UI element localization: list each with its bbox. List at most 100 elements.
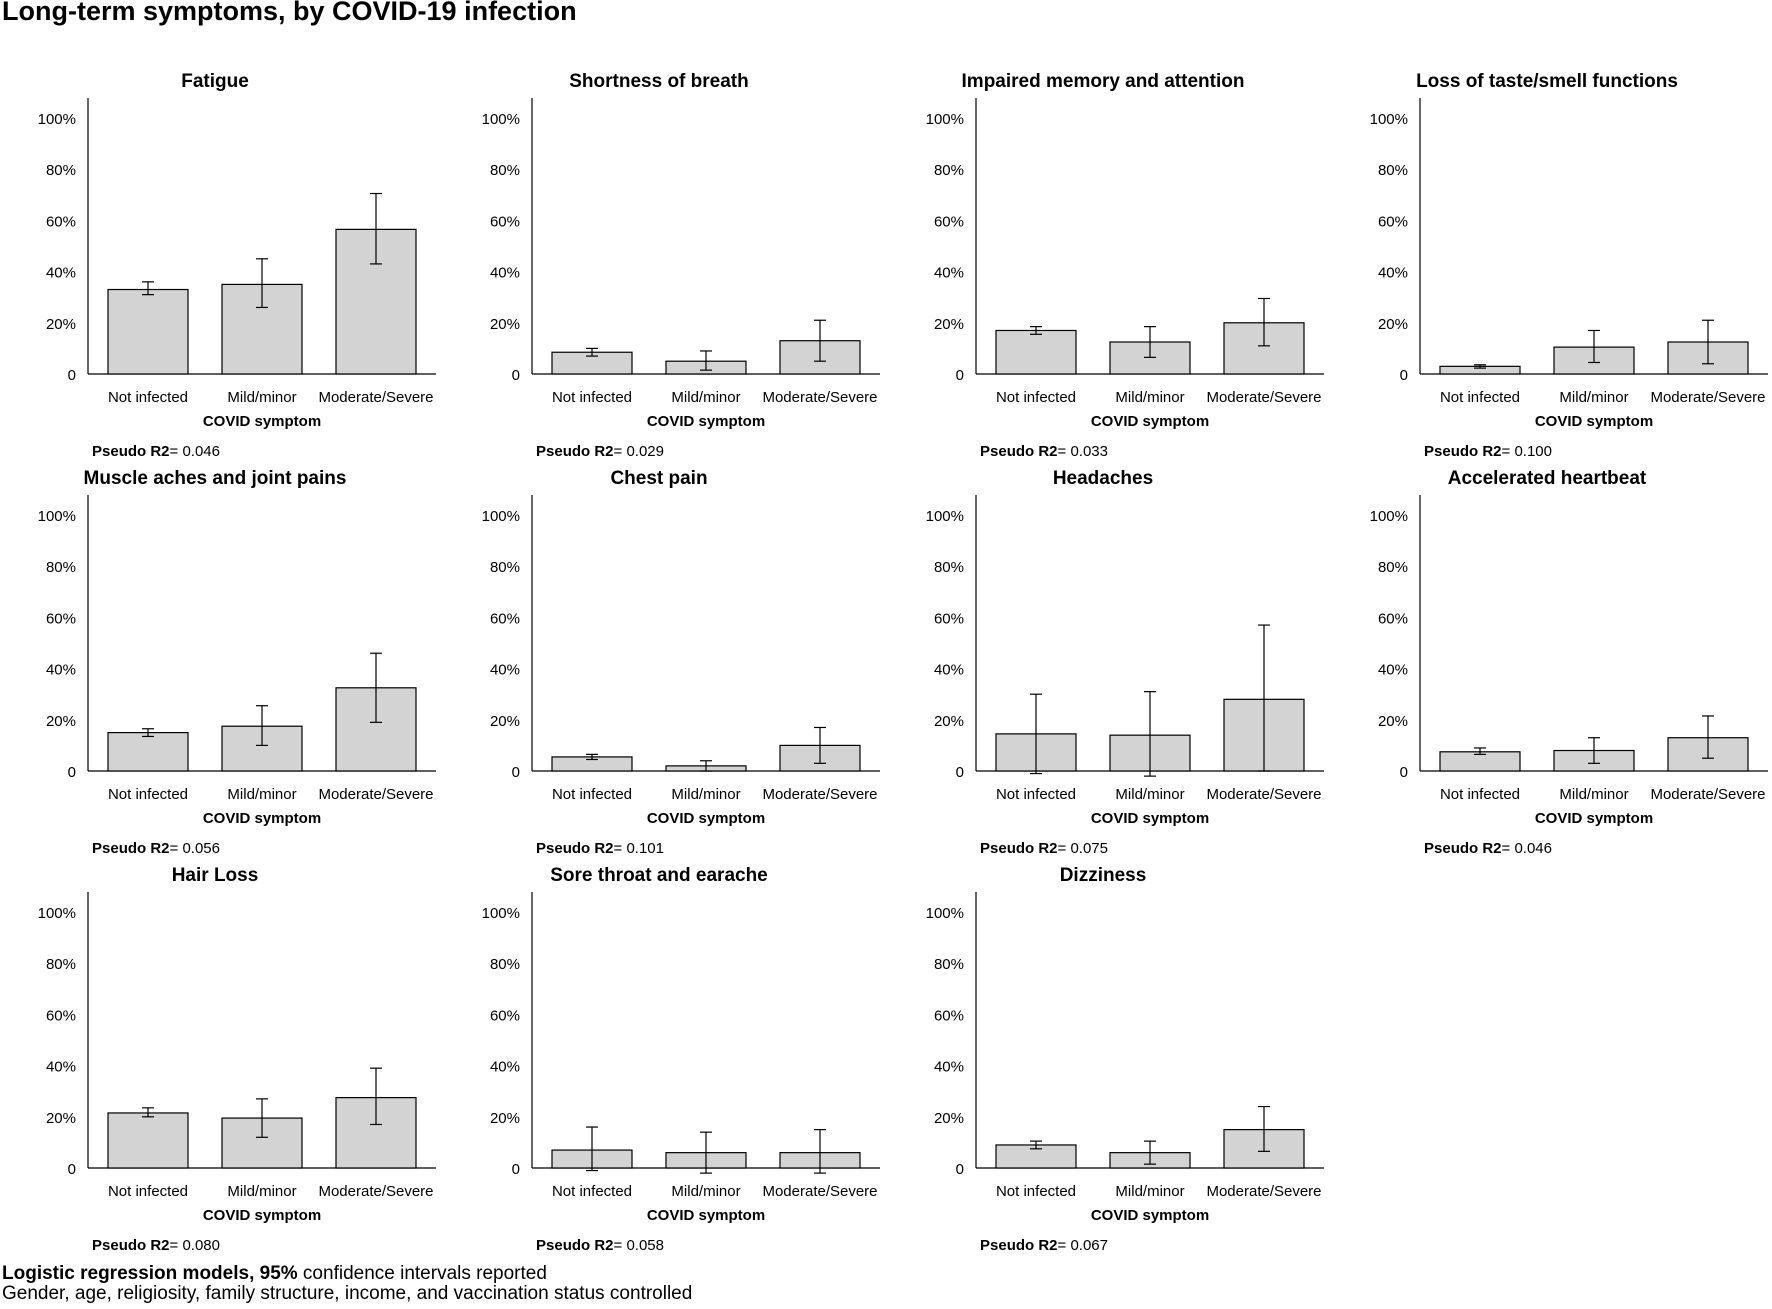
y-tick-label: 40% xyxy=(490,662,520,679)
pseudo-r2: Pseudo R2= 0.046 xyxy=(92,443,220,460)
x-tick-label: Moderate/Severe xyxy=(762,1183,877,1200)
pseudo-r2-value: = 0.056 xyxy=(170,840,220,857)
y-tick-label: 60% xyxy=(46,610,76,627)
y-tick-label: 100% xyxy=(482,905,520,922)
pseudo-r2-value: = 0.075 xyxy=(1058,840,1108,857)
chart-title: Impaired memory and attention xyxy=(962,71,1245,92)
pseudo-r2: Pseudo R2= 0.046 xyxy=(1424,840,1552,857)
x-tick-label: Mild/minor xyxy=(1115,786,1184,803)
pseudo-r2: Pseudo R2= 0.029 xyxy=(536,443,664,460)
x-tick-label: Not infected xyxy=(996,786,1076,803)
x-tick-label: Moderate/Severe xyxy=(1206,1183,1321,1200)
x-axis-label: COVID symptom xyxy=(647,810,765,827)
pseudo-r2-value: = 0.029 xyxy=(614,443,664,460)
y-tick-label: 60% xyxy=(46,1007,76,1024)
chart-title: Chest pain xyxy=(610,468,707,489)
footnote-line-1: Logistic regression models, 95% confiden… xyxy=(2,1264,692,1284)
y-tick-label: 60% xyxy=(490,610,520,627)
y-tick-label: 100% xyxy=(926,508,964,525)
y-tick-label: 0 xyxy=(956,1161,964,1178)
x-axis-label: COVID symptom xyxy=(647,1207,765,1224)
chart-panel: Chest pain 0 20% 40% 60% 80% 100% Not infected M… xyxy=(482,468,880,857)
chart-title: Accelerated heartbeat xyxy=(1448,468,1647,489)
pseudo-r2-label: Pseudo R2 xyxy=(536,1237,614,1254)
x-tick-label: Not infected xyxy=(996,1183,1076,1200)
chart-title: Fatigue xyxy=(181,71,249,92)
y-tick-label: 0 xyxy=(512,367,520,384)
y-tick-label: 60% xyxy=(490,1007,520,1024)
bar xyxy=(107,731,189,772)
pseudo-r2-label: Pseudo R2 xyxy=(1424,443,1502,460)
y-tick-label: 0 xyxy=(1400,764,1408,781)
pseudo-r2-label: Pseudo R2 xyxy=(92,1237,170,1254)
y-tick-label: 40% xyxy=(934,265,964,282)
y-tick-label: 60% xyxy=(1378,213,1408,230)
y-tick-label: 20% xyxy=(46,713,76,730)
y-tick-label: 80% xyxy=(490,162,520,179)
chart-panel: Sore throat and earache 0 20% 40% 60% 80% 100%… xyxy=(482,865,880,1254)
page-title: Long-term symptoms, by COVID-19 infectio… xyxy=(2,0,577,26)
chart-panel: Muscle aches and joint pains 0 20% 40% 60% 80… xyxy=(38,468,436,857)
y-tick-label: 80% xyxy=(46,559,76,576)
y-tick-label: 0 xyxy=(512,764,520,781)
x-axis-label: COVID symptom xyxy=(203,413,321,430)
pseudo-r2: Pseudo R2= 0.101 xyxy=(536,840,664,857)
y-tick-label: 100% xyxy=(1370,508,1408,525)
x-tick-label: Moderate/Severe xyxy=(318,1183,433,1200)
y-tick-label: 20% xyxy=(934,316,964,333)
y-tick-label: 80% xyxy=(1378,162,1408,179)
x-tick-label: Mild/minor xyxy=(1559,389,1628,406)
y-tick-label: 60% xyxy=(934,610,964,627)
x-tick-label: Not infected xyxy=(108,389,188,406)
footnote-bold: Logistic regression models, 95% xyxy=(2,1263,298,1284)
chart-title: Hair Loss xyxy=(172,865,259,886)
y-tick-label: 40% xyxy=(46,265,76,282)
y-tick-label: 20% xyxy=(1378,713,1408,730)
chart-panel: Accelerated heartbeat 0 20% 40% 60% 80% 100% No… xyxy=(1370,468,1768,857)
x-tick-label: Not infected xyxy=(1440,389,1520,406)
x-axis-label: COVID symptom xyxy=(1091,810,1209,827)
x-tick-label: Not infected xyxy=(996,389,1076,406)
x-tick-label: Mild/minor xyxy=(227,389,296,406)
bar xyxy=(107,288,189,375)
y-tick-label: 60% xyxy=(934,1007,964,1024)
chart-panel: Impaired memory and attention 0 20% 40% 60% 8… xyxy=(926,71,1324,460)
pseudo-r2-value: = 0.058 xyxy=(614,1237,664,1254)
pseudo-r2-label: Pseudo R2 xyxy=(536,840,614,857)
chart-title: Headaches xyxy=(1053,468,1153,489)
y-tick-label: 0 xyxy=(68,367,76,384)
pseudo-r2-label: Pseudo R2 xyxy=(92,443,170,460)
x-axis-label: COVID symptom xyxy=(1091,1207,1209,1224)
x-tick-label: Moderate/Severe xyxy=(762,389,877,406)
y-tick-label: 20% xyxy=(46,316,76,333)
pseudo-r2: Pseudo R2= 0.056 xyxy=(92,840,220,857)
pseudo-r2: Pseudo R2= 0.067 xyxy=(980,1237,1108,1254)
y-tick-label: 60% xyxy=(934,213,964,230)
x-tick-label: Mild/minor xyxy=(227,786,296,803)
pseudo-r2-value: = 0.100 xyxy=(1502,443,1552,460)
chart-panel: Headaches 0 20% 40% 60% 80% 100% Not infected Mi… xyxy=(926,468,1324,857)
pseudo-r2-value: = 0.033 xyxy=(1058,443,1108,460)
bar xyxy=(107,1112,189,1169)
x-axis-label: COVID symptom xyxy=(1535,810,1653,827)
x-tick-label: Mild/minor xyxy=(1559,786,1628,803)
y-tick-label: 0 xyxy=(512,1161,520,1178)
x-tick-label: Moderate/Severe xyxy=(318,786,433,803)
y-tick-label: 100% xyxy=(482,508,520,525)
y-tick-label: 0 xyxy=(68,764,76,781)
pseudo-r2-value: = 0.046 xyxy=(170,443,220,460)
y-tick-label: 40% xyxy=(46,1059,76,1076)
y-tick-label: 20% xyxy=(490,316,520,333)
chart-panel: Hair Loss 0 20% 40% 60% 80% 100% Not infected Mi… xyxy=(38,865,436,1254)
y-tick-label: 40% xyxy=(490,265,520,282)
pseudo-r2-label: Pseudo R2 xyxy=(536,443,614,460)
y-tick-label: 20% xyxy=(490,713,520,730)
bar xyxy=(1109,341,1191,375)
y-tick-label: 80% xyxy=(1378,559,1408,576)
y-tick-label: 80% xyxy=(934,162,964,179)
y-tick-label: 40% xyxy=(490,1059,520,1076)
x-tick-label: Mild/minor xyxy=(671,786,740,803)
y-tick-label: 100% xyxy=(38,111,76,128)
y-tick-label: 100% xyxy=(38,508,76,525)
